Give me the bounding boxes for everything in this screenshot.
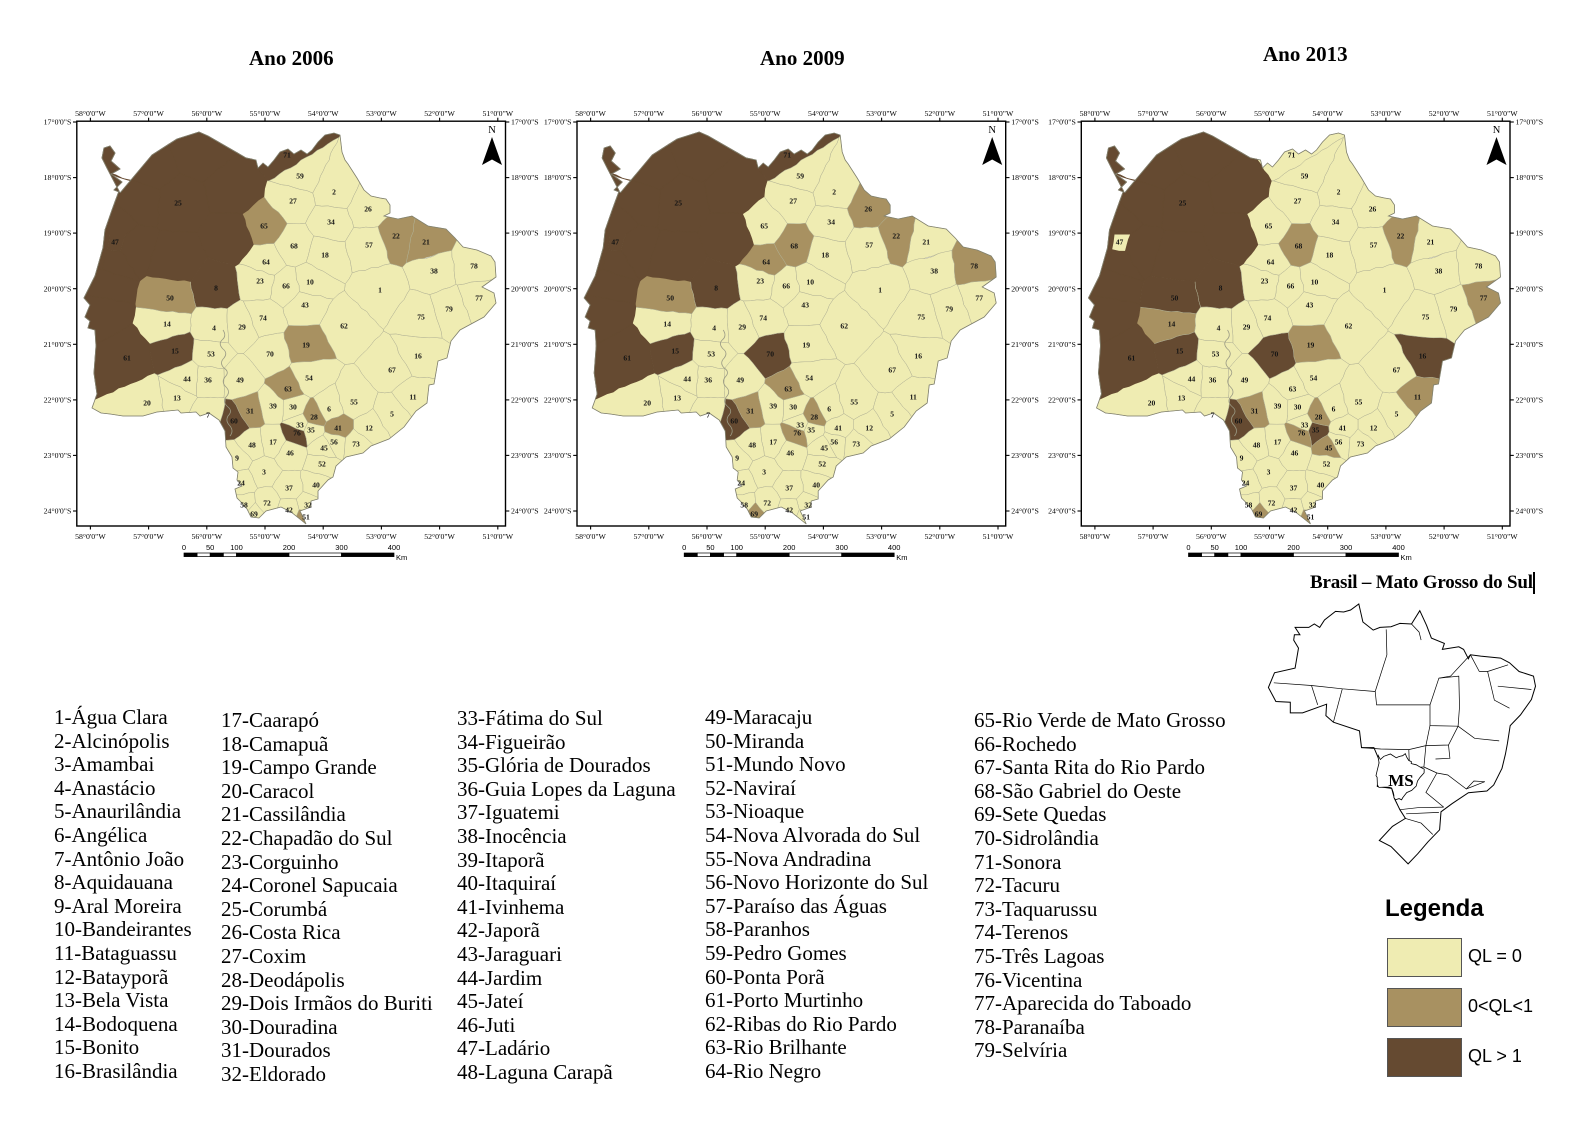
svg-text:MS: MS xyxy=(1388,771,1414,790)
